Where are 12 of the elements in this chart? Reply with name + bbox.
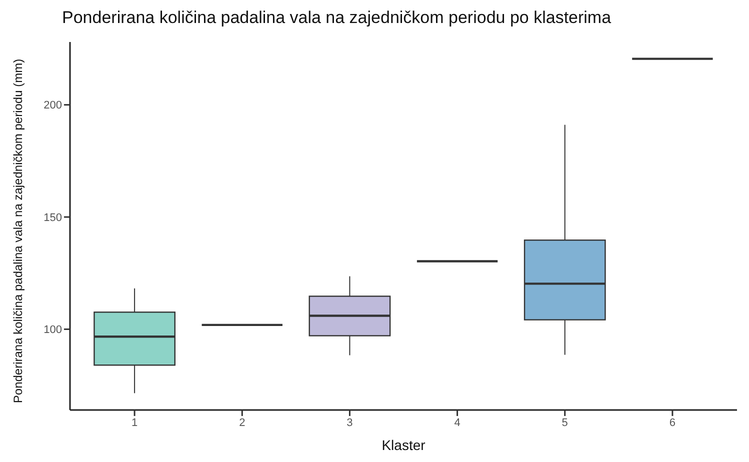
x-tick-label: 4 bbox=[454, 416, 460, 429]
x-tick-label: 5 bbox=[562, 416, 568, 429]
x-axis-title: Klaster bbox=[382, 437, 426, 453]
y-tick-label: 150 bbox=[44, 212, 62, 224]
chart-title: Ponderirana količina padalina vala na zajedničkom periodu po klasterima bbox=[61, 8, 612, 29]
y-axis-title: Ponderirana količina padalina vala na zajedničkom periodu (mm) bbox=[11, 58, 25, 404]
x-tick-label: 1 bbox=[131, 416, 138, 429]
y-tick-label: 200 bbox=[44, 100, 62, 112]
x-tick-label: 6 bbox=[669, 416, 676, 429]
y-tick-label: 100 bbox=[44, 324, 62, 336]
x-tick-label: 2 bbox=[239, 416, 246, 429]
x-tick-label: 3 bbox=[346, 416, 353, 429]
